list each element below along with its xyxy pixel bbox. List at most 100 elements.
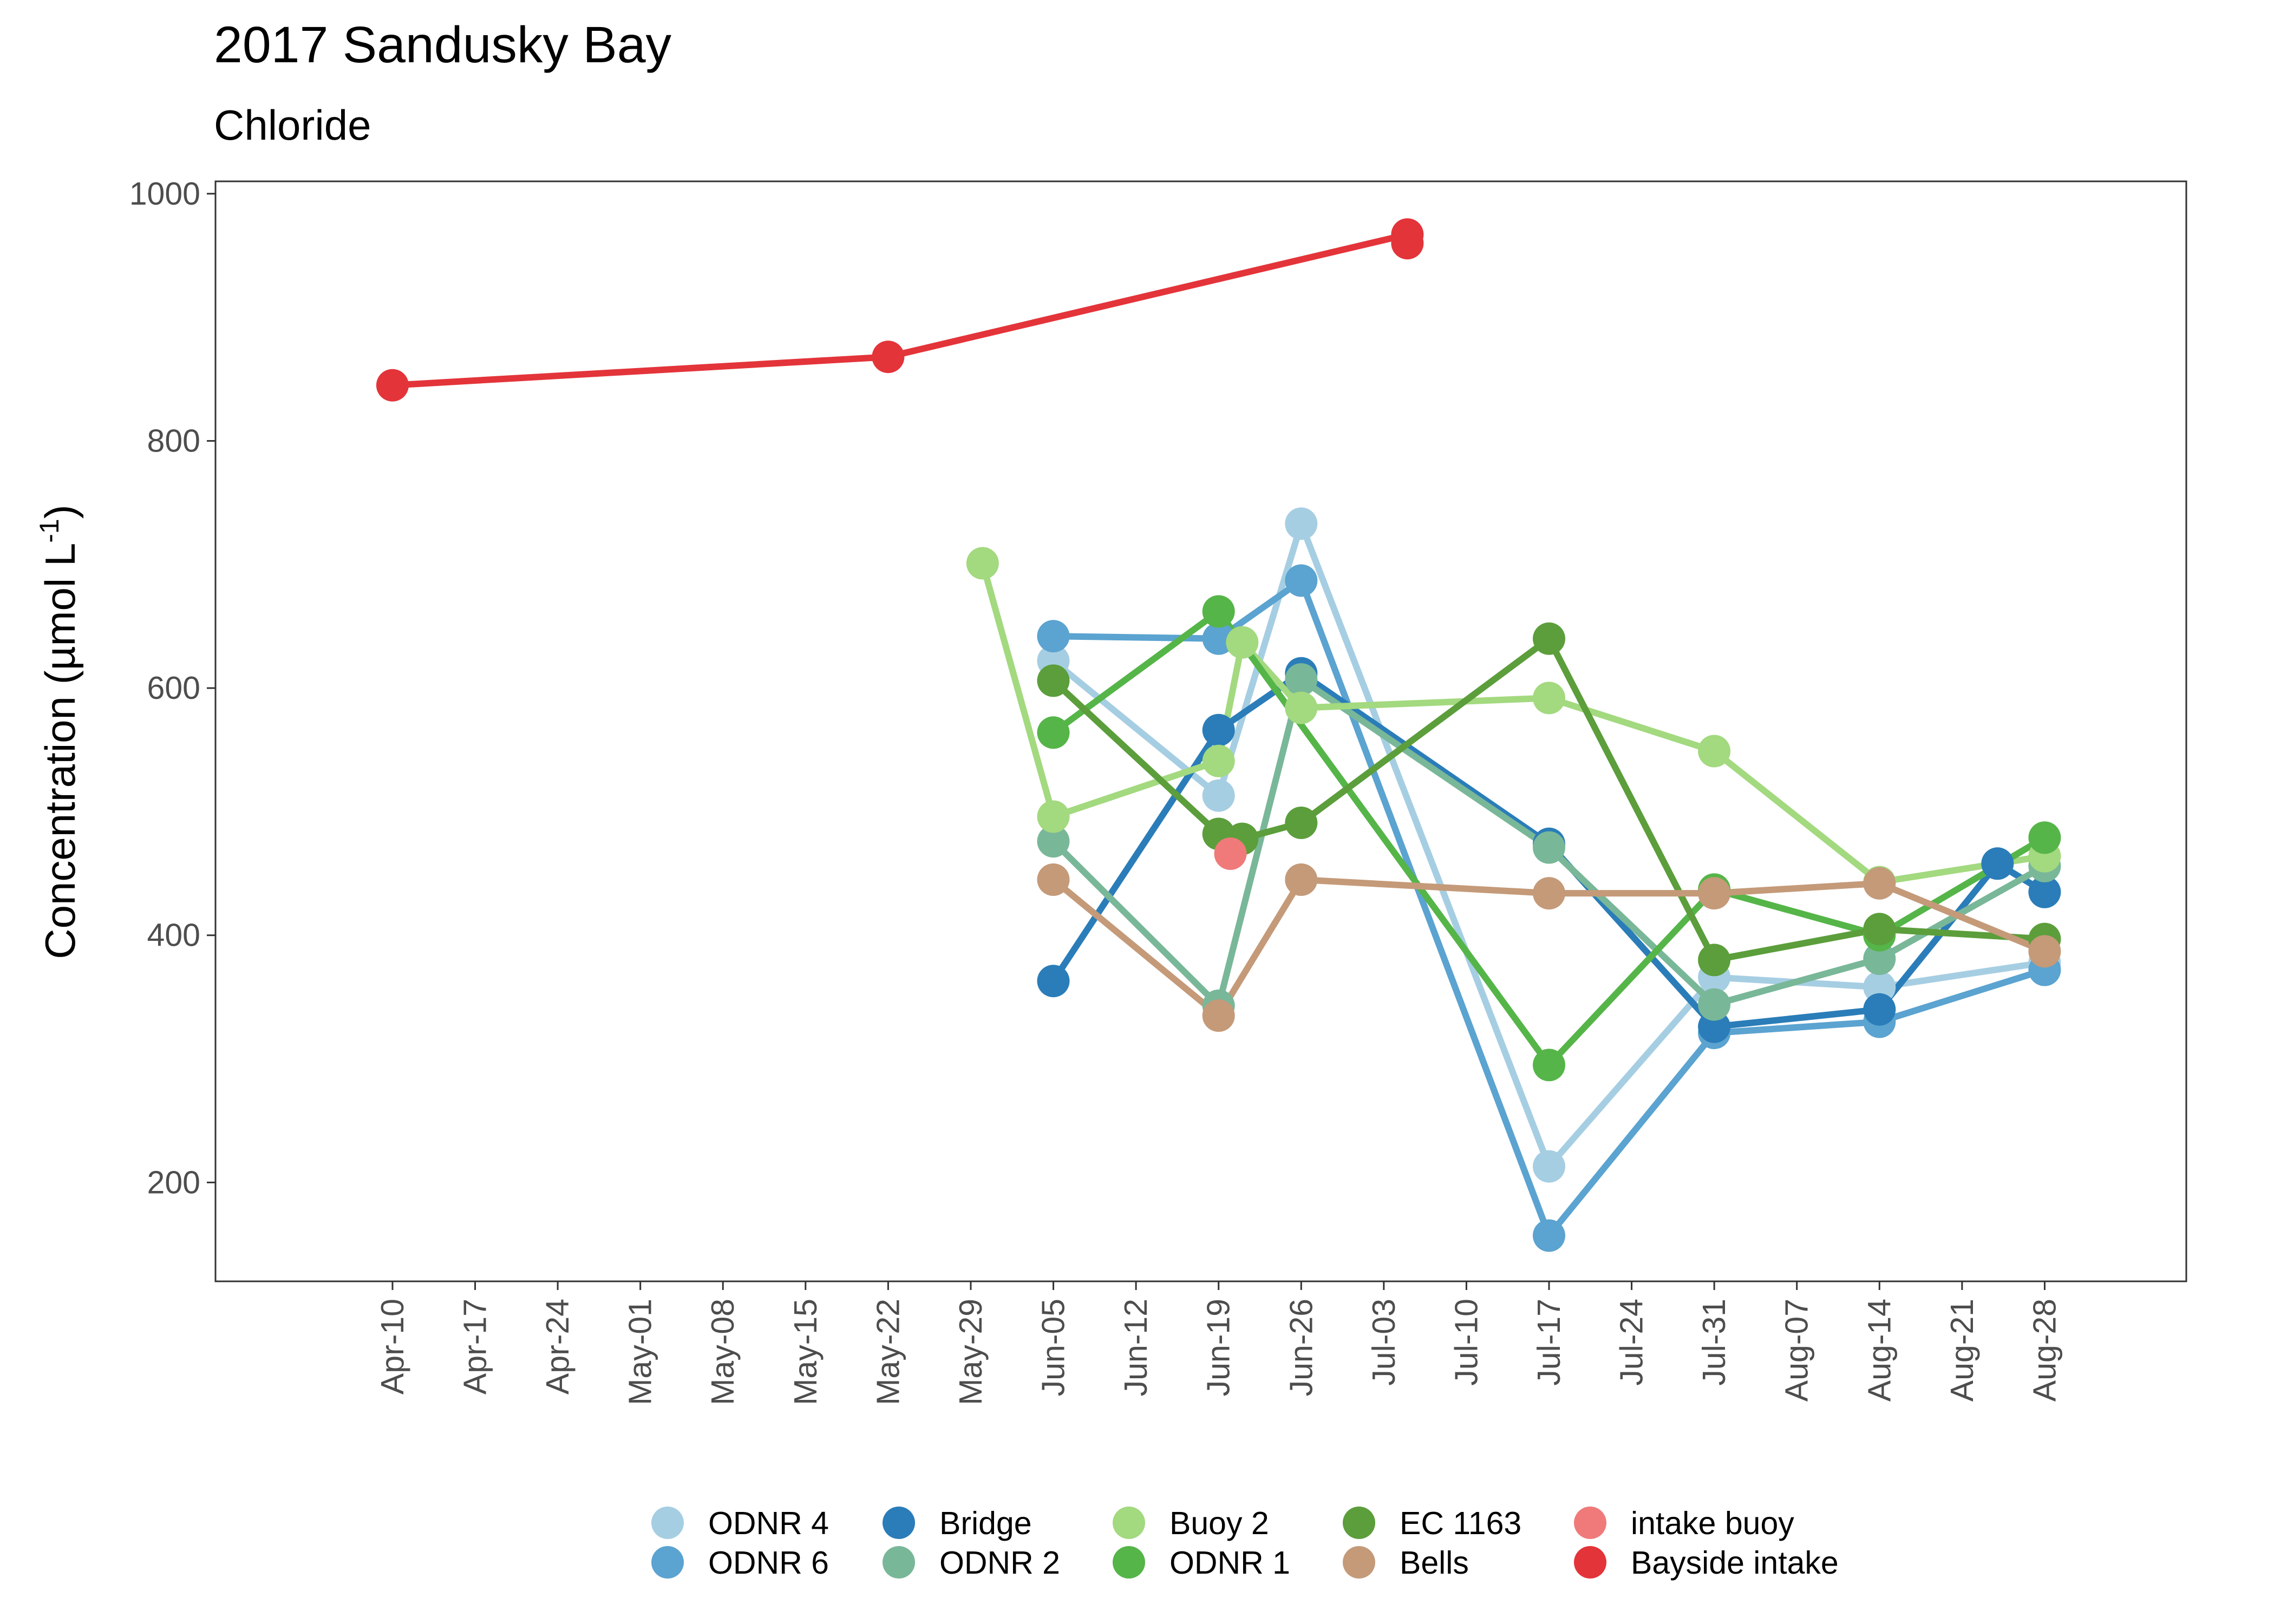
data-point-ec-1163 <box>1037 664 1070 697</box>
data-point-ec-1163 <box>1863 913 1896 946</box>
y-axis: 200 400 600 800 1000 <box>129 176 215 1200</box>
legend-key-bayside-intake <box>1574 1546 1606 1579</box>
data-point-odnr-2 <box>1863 942 1896 975</box>
data-point-bayside-intake <box>872 340 905 374</box>
x-tick-label: Jul-03 <box>1366 1299 1402 1386</box>
data-point-bayside-intake <box>1391 227 1424 260</box>
legend: ODNR 4 ODNR 6 Bridge ODNR 2 Buoy 2 ODNR 1 EC 1… <box>651 1505 1839 1581</box>
y-axis-title-superscript: -1 <box>34 519 64 542</box>
data-point-bridge <box>1981 847 2014 880</box>
legend-label-odnr-1: ODNR 1 <box>1169 1545 1290 1581</box>
legend-key-odnr-6 <box>651 1546 684 1579</box>
x-tick-label: Jul-24 <box>1614 1299 1650 1386</box>
x-tick-label: Apr-17 <box>458 1299 493 1394</box>
data-point-buoy-2 <box>1285 691 1318 724</box>
x-tick-label: Jul-10 <box>1448 1299 1484 1386</box>
data-point-buoy-2 <box>1533 682 1565 715</box>
x-tick-label: Jul-17 <box>1531 1299 1567 1386</box>
x-tick-label: May-15 <box>788 1299 824 1405</box>
data-point-odnr-6 <box>1037 620 1070 653</box>
data-point-bayside-intake <box>376 369 409 402</box>
data-point-odnr-1 <box>1037 716 1070 749</box>
plot-area <box>214 180 2187 1282</box>
x-tick-label: Jun-19 <box>1201 1299 1237 1396</box>
legend-key-odnr-1 <box>1113 1546 1145 1579</box>
x-tick-label: Jun-05 <box>1036 1299 1071 1396</box>
data-point-odnr-6 <box>1285 564 1318 597</box>
legend-label-buoy-2: Buoy 2 <box>1169 1505 1269 1541</box>
data-point-bells <box>1037 863 1070 896</box>
data-point-odnr-1 <box>1202 595 1235 628</box>
data-point-buoy-2 <box>1037 800 1070 833</box>
x-tick-label: May-01 <box>623 1299 658 1405</box>
x-tick-label: Aug-21 <box>1944 1299 1980 1402</box>
x-tick-label: Jun-26 <box>1283 1299 1319 1396</box>
legend-key-odnr-2 <box>883 1546 915 1579</box>
data-point-ec-1163 <box>1285 807 1318 839</box>
x-tick-label: Aug-28 <box>2027 1299 2062 1402</box>
chart-title: 2017 Sandusky Bay <box>214 16 672 74</box>
data-point-bells <box>1863 867 1896 900</box>
x-tick-label: Apr-24 <box>540 1299 576 1394</box>
x-tick-label: May-08 <box>705 1299 741 1405</box>
legend-key-ec-1163 <box>1343 1507 1375 1539</box>
data-point-odnr-4 <box>1202 779 1235 812</box>
legend-key-odnr-4 <box>651 1507 684 1539</box>
y-tick-label: 800 <box>147 423 200 459</box>
legend-key-buoy-2 <box>1113 1507 1145 1539</box>
x-tick-label: Jul-31 <box>1696 1299 1732 1386</box>
data-point-odnr-4 <box>1863 971 1896 1004</box>
y-tick-label: 400 <box>147 918 200 953</box>
x-tick-label: May-29 <box>953 1299 989 1405</box>
y-axis-title: Concentration (µmol L-1) <box>34 505 84 959</box>
x-tick-label: Aug-07 <box>1779 1299 1815 1402</box>
series-line-odnr-1 <box>1051 608 2047 1069</box>
y-tick-label: 600 <box>147 670 200 706</box>
data-point-bridge <box>1037 965 1070 998</box>
series-line-bridge <box>1050 670 2047 1030</box>
data-point-odnr-4 <box>1285 507 1318 540</box>
data-point-buoy-2 <box>1202 744 1235 777</box>
data-point-odnr-2 <box>1285 663 1318 696</box>
legend-key-bells <box>1343 1546 1375 1579</box>
x-tick-label: Jun-12 <box>1118 1299 1154 1396</box>
data-point-intake-buoy <box>1214 837 1247 870</box>
y-axis-title-text: Concentration (µmol L <box>36 543 84 959</box>
data-point-bridge <box>1863 993 1896 1026</box>
plot-panel-border <box>214 180 2187 1282</box>
legend-label-odnr-4: ODNR 4 <box>708 1505 829 1541</box>
data-point-bridge <box>1202 713 1235 746</box>
data-point-bells <box>1533 877 1565 910</box>
data-point-bells <box>2028 935 2061 968</box>
data-point-odnr-1 <box>1533 1049 1565 1082</box>
legend-label-bells: Bells <box>1400 1545 1469 1581</box>
x-tick-label: May-22 <box>870 1299 906 1405</box>
data-point-odnr-6 <box>1533 1219 1565 1252</box>
legend-key-intake-buoy <box>1574 1507 1606 1539</box>
data-point-ec-1163 <box>1533 622 1565 655</box>
data-point-bells <box>1285 863 1318 896</box>
series-points <box>376 218 2061 1252</box>
data-point-bridge <box>2028 875 2061 908</box>
data-point-buoy-2 <box>1226 626 1259 659</box>
y-tick-label: 200 <box>147 1164 200 1200</box>
data-point-odnr-2 <box>1037 825 1070 858</box>
data-point-bells <box>1202 999 1235 1032</box>
y-axis-title-close: ) <box>36 505 84 519</box>
legend-label-odnr-2: ODNR 2 <box>939 1545 1060 1581</box>
legend-label-intake-buoy: intake buoy <box>1631 1505 1794 1541</box>
legend-label-bayside-intake: Bayside intake <box>1631 1545 1839 1581</box>
y-tick-label: 1000 <box>129 176 200 212</box>
x-tick-label: Apr-10 <box>375 1299 410 1394</box>
data-point-bells <box>1698 877 1731 910</box>
legend-label-bridge: Bridge <box>939 1505 1032 1541</box>
data-point-odnr-4 <box>1533 1150 1565 1183</box>
data-point-odnr-1 <box>2028 821 2061 854</box>
legend-label-ec-1163: EC 1163 <box>1400 1505 1521 1541</box>
data-point-buoy-2 <box>966 547 999 580</box>
data-point-odnr-2 <box>1533 831 1565 864</box>
data-point-bridge <box>1698 1010 1731 1043</box>
data-point-buoy-2 <box>1698 735 1731 768</box>
data-point-ec-1163 <box>1698 944 1731 977</box>
